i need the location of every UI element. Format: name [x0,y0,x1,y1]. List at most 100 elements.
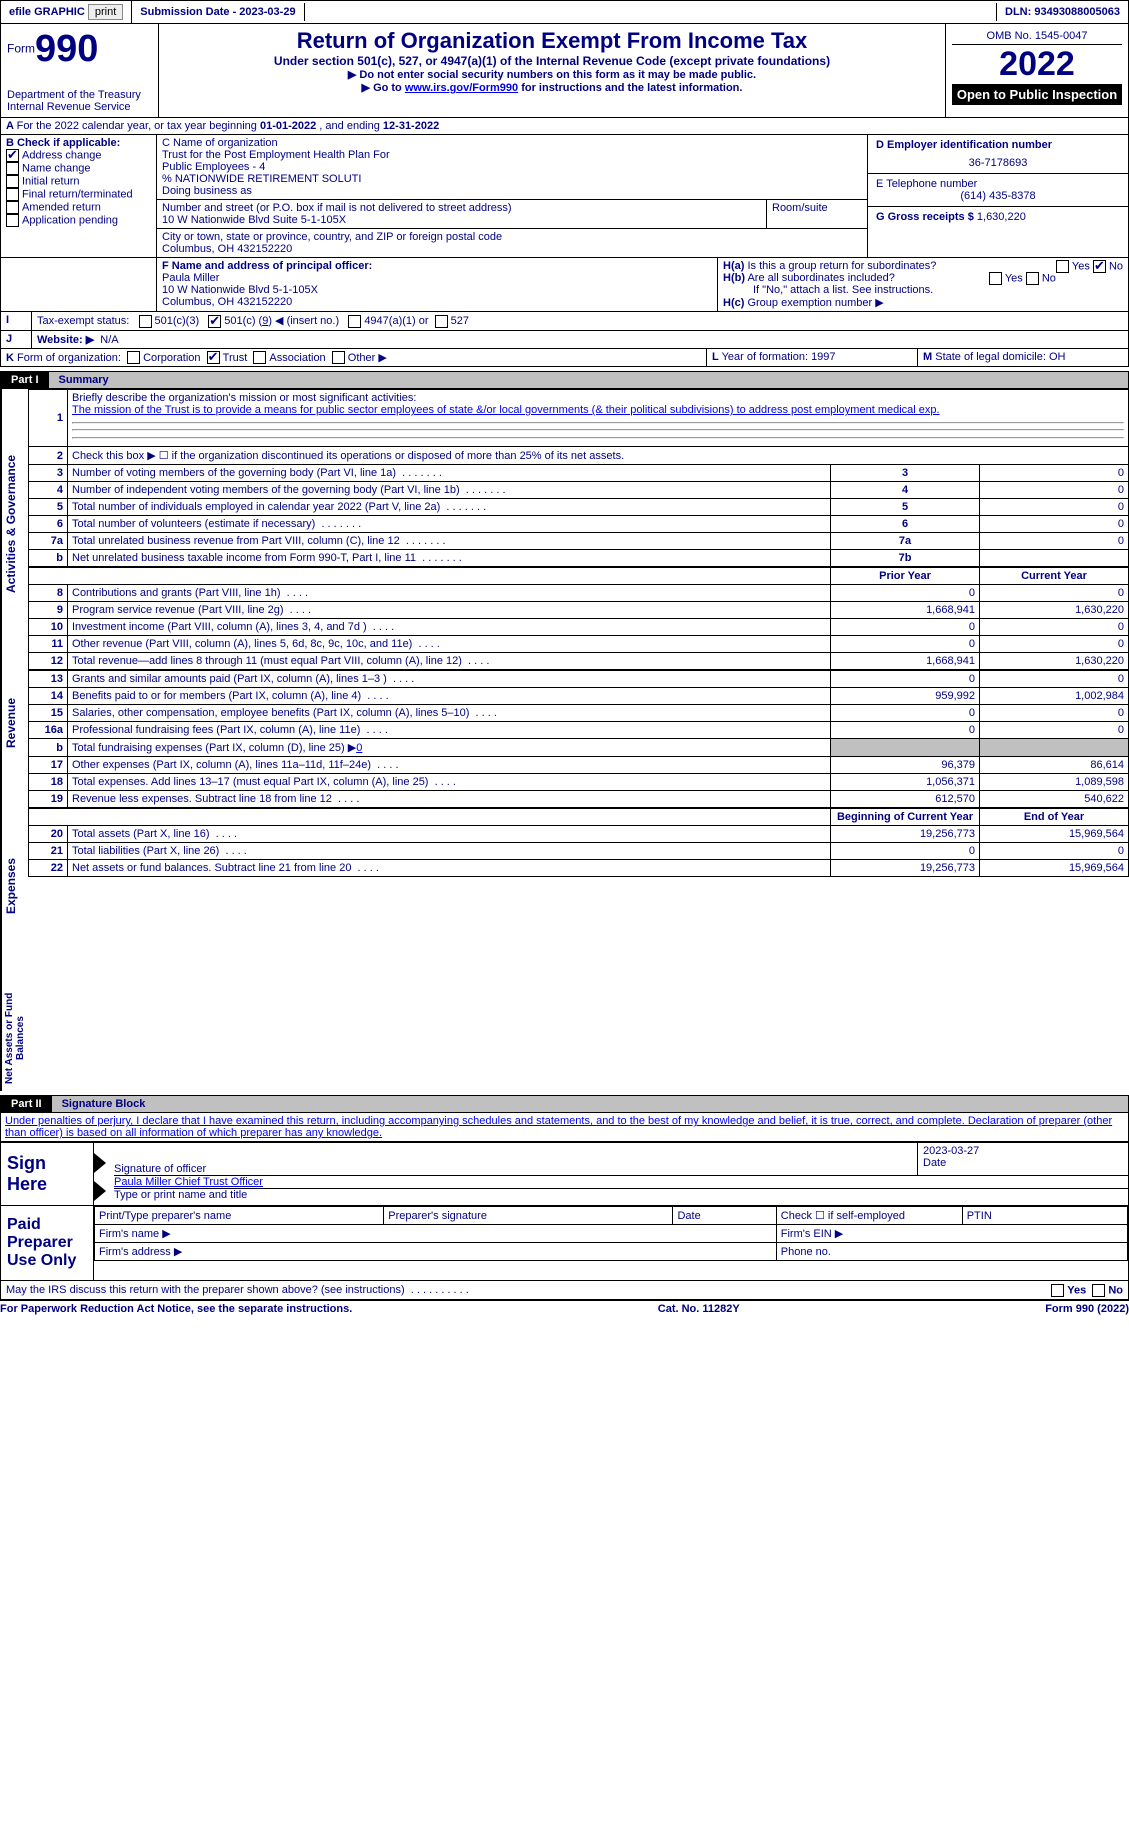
hb-text: Are all subordinates included? [747,272,894,284]
table-row: 22Net assets or fund balances. Subtract … [29,860,1129,877]
table-row: 19Revenue less expenses. Subtract line 1… [29,791,1129,809]
footer: For Paperwork Reduction Act Notice, see … [0,1300,1129,1315]
sig-arrow-icon [94,1153,106,1173]
j-row: J Website: ▶ N/A [0,331,1129,349]
table-row: 14Benefits paid to or for members (Part … [29,688,1129,705]
d-label: D Employer identification number [876,139,1052,151]
k-opt-1[interactable] [207,351,220,364]
table-row: 10Investment income (Part VIII, column (… [29,619,1129,636]
hb-yes[interactable] [989,272,1002,285]
ha-no[interactable] [1093,260,1106,273]
table-row: bTotal fundraising expenses (Part IX, co… [29,739,1129,757]
print-button[interactable]: print [88,4,123,20]
i-501c3[interactable] [139,315,152,328]
k-opt-3[interactable] [332,351,345,364]
efile-label: efile GRAPHIC print [1,1,132,23]
street-label: Number and street (or P.O. box if mail i… [162,202,761,214]
k-opt-0[interactable] [127,351,140,364]
officer-addr2: Columbus, OH 432152220 [162,296,712,308]
paid-preparer-label: Paid Preparer Use Only [1,1206,94,1280]
form-ref: Form 990 (2022) [1045,1303,1129,1315]
irs-link[interactable]: www.irs.gov/Form990 [405,82,518,94]
irs-label: Internal Revenue Service [7,101,152,113]
klm-row: K Form of organization: Corporation Trus… [0,349,1129,368]
dln: DLN: 93493088005063 [996,3,1128,21]
omb-number: OMB No. 1545-0047 [952,28,1122,45]
table-row: 12Total revenue—add lines 8 through 11 (… [29,653,1129,671]
table-row: 17Other expenses (Part IX, column (A), l… [29,757,1129,774]
phone: (614) 435-8378 [876,190,1120,202]
room-label: Room/suite [767,200,867,228]
discuss-no[interactable] [1092,1284,1105,1297]
form-number: 990 [35,28,98,70]
perjury-text: Under penalties of perjury, I declare th… [0,1113,1129,1142]
e-label: E Telephone number [876,178,1120,190]
discuss-row: May the IRS discuss this return with the… [0,1281,1129,1300]
form-header: Form990 Department of the Treasury Inter… [0,24,1129,118]
hc-text: Group exemption number ▶ [747,297,883,309]
gross-receipts: 1,630,220 [977,211,1026,223]
dba-label: Doing business as [162,185,862,197]
ssn-warning: Do not enter social security numbers on … [165,68,939,81]
discuss-yes[interactable] [1051,1284,1064,1297]
paid-preparer-block: Paid Preparer Use Only Print/Type prepar… [0,1206,1129,1281]
topbar: efile GRAPHIC print Submission Date - 20… [0,0,1129,24]
table-row: 11Other revenue (Part VIII, column (A), … [29,636,1129,653]
part2-header: Part II Signature Block [0,1095,1129,1113]
ha-yes[interactable] [1056,260,1069,273]
bcdeg-row: B Check if applicable: Address changeNam… [0,135,1129,258]
officer-name-title: Paula Miller Chief Trust Officer [114,1176,1128,1188]
b-check-0[interactable] [6,149,19,162]
officer-name: Paula Miller [162,272,712,284]
type-name-label: Type or print name and title [114,1188,1128,1201]
goto-line: ▶ Go to www.irs.gov/Form990 for instruct… [165,81,939,94]
street: 10 W Nationwide Blvd Suite 5-1-105X [162,214,761,226]
table-row: 4Number of independent voting members of… [29,482,1129,499]
mission-text[interactable]: The mission of the Trust is to provide a… [72,404,940,416]
b-check-2[interactable] [6,175,19,188]
table-row: 7aTotal unrelated business revenue from … [29,533,1129,550]
ein: 36-7178693 [876,157,1120,169]
c-label: C Name of organization [162,137,862,149]
table-row: 18Total expenses. Add lines 13–17 (must … [29,774,1129,791]
website: N/A [100,334,118,346]
dept-treasury: Department of the Treasury [7,89,152,101]
table-row: 21Total liabilities (Part X, line 26) . … [29,843,1129,860]
b-check-5[interactable] [6,214,19,227]
table-row: 9Program service revenue (Part VIII, lin… [29,602,1129,619]
i-527[interactable] [435,315,448,328]
submission-date: Submission Date - 2023-03-29 [132,3,304,21]
b-check-4[interactable] [6,201,19,214]
hb-no[interactable] [1026,272,1039,285]
i-4947[interactable] [348,315,361,328]
fh-row: F Name and address of principal officer:… [0,258,1129,312]
city: Columbus, OH 432152220 [162,243,862,255]
vlabel-exp: Expenses [1,787,28,985]
pra-notice: For Paperwork Reduction Act Notice, see … [0,1303,352,1315]
table-row: 8Contributions and grants (Part VIII, li… [29,585,1129,602]
l2-text: Check this box ▶ ☐ if the organization d… [68,447,1129,465]
org-name-2: Public Employees - 4 [162,161,862,173]
b-check-3[interactable] [6,188,19,201]
sign-here-label: Sign Here [1,1143,94,1205]
table-row: 15Salaries, other compensation, employee… [29,705,1129,722]
b-check-1[interactable] [6,162,19,175]
i-label: Tax-exempt status: [37,315,129,327]
table-row: 13Grants and similar amounts paid (Part … [29,670,1129,688]
i-row: I Tax-exempt status: 501(c)(3) 501(c) (9… [0,312,1129,331]
sig-officer-label: Signature of officer [114,1143,917,1176]
part1-header: Part I Summary [0,371,1129,389]
hb-note: If "No," attach a list. See instructions… [723,284,1123,296]
year-formation: 1997 [811,351,835,363]
table-row: 3Number of voting members of the governi… [29,465,1129,482]
g-label: G Gross receipts $ [876,211,977,223]
officer-addr1: 10 W Nationwide Blvd 5-1-105X [162,284,712,296]
org-name-1: Trust for the Post Employment Health Pla… [162,149,862,161]
tax-year: 2022 [952,45,1122,84]
i-501c[interactable] [208,315,221,328]
sig-date-val: 2023-03-27 [923,1145,1123,1157]
city-label: City or town, state or province, country… [162,231,862,243]
domicile: OH [1049,351,1066,363]
table-row: 20Total assets (Part X, line 16) . . . .… [29,826,1129,843]
k-opt-2[interactable] [253,351,266,364]
